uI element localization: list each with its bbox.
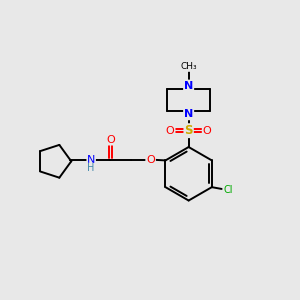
Text: O: O	[166, 126, 175, 136]
Text: S: S	[184, 124, 193, 137]
Text: O: O	[106, 135, 115, 145]
Text: CH₃: CH₃	[180, 62, 197, 71]
Text: Cl: Cl	[224, 185, 233, 195]
Text: H: H	[88, 163, 95, 173]
Text: O: O	[203, 126, 212, 136]
Text: N: N	[184, 80, 193, 91]
Text: N: N	[184, 109, 193, 119]
Text: N: N	[87, 155, 95, 165]
Text: O: O	[146, 155, 155, 165]
